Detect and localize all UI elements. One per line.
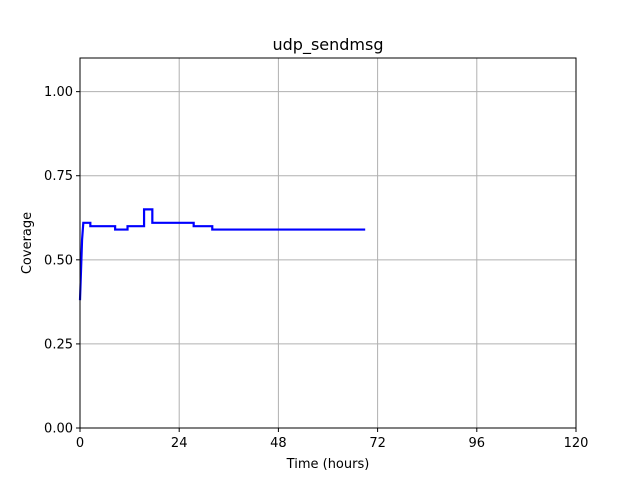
y-tick-label: 0.25 [44,337,73,352]
coverage-line [78,208,366,301]
x-tick-label: 48 [270,436,287,451]
y-tick-label: 0.75 [44,169,73,184]
x-tick-label: 72 [369,436,386,451]
ticks: 0 24 48 72 96 120 0.00 0.25 0.50 0.75 1.00 [44,85,588,451]
x-tick-label: 0 [76,436,84,451]
y-tick-label: 0.00 [44,422,73,437]
y-axis-label: Coverage [20,212,35,274]
x-tick-label: 96 [469,436,486,451]
x-tick-label: 120 [564,436,589,451]
y-tick-label: 0.50 [44,253,73,268]
x-axis-label: Time (hours) [286,457,370,472]
chart-title: udp_sendmsg [272,35,383,55]
plot-lines [78,208,366,301]
plot-frame [79,57,577,429]
y-tick-label: 1.00 [44,85,73,100]
x-tick-label: 24 [171,436,188,451]
